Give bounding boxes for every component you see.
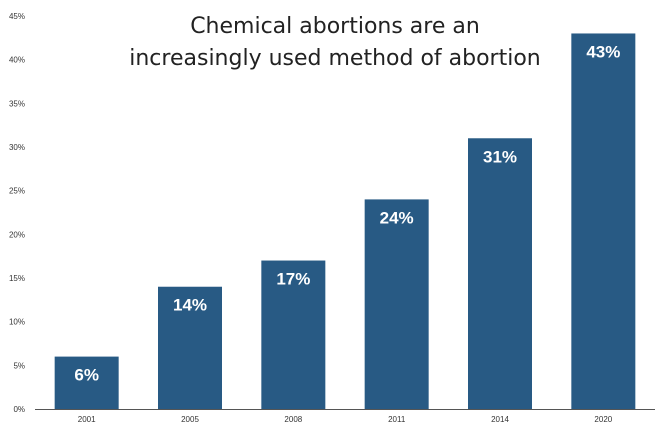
data-label: 43% — [586, 42, 620, 61]
data-label: 17% — [276, 270, 310, 289]
y-tick-label: 0% — [13, 405, 25, 414]
data-label: 24% — [380, 208, 414, 227]
x-tick-label: 2005 — [181, 415, 199, 424]
data-label: 6% — [74, 366, 99, 385]
y-tick-label: 40% — [9, 56, 25, 65]
x-tick-label: 2001 — [78, 415, 96, 424]
y-tick-label: 35% — [9, 99, 25, 108]
y-tick-label: 15% — [9, 274, 25, 283]
bar — [54, 356, 119, 409]
chart-title-line-2: increasingly used method of abortion — [129, 46, 541, 71]
x-axis: 2001 2005 2008 2011 2014 2020 — [35, 409, 655, 424]
y-tick-label: 45% — [9, 12, 25, 21]
y-tick-label: 20% — [9, 230, 25, 239]
y-tick-label: 30% — [9, 143, 25, 152]
x-tick-label: 2020 — [594, 415, 612, 424]
y-tick-label: 10% — [9, 318, 25, 327]
y-tick-label: 5% — [13, 361, 25, 370]
bar — [364, 199, 429, 409]
data-label: 31% — [483, 147, 517, 166]
bar — [571, 33, 636, 409]
bar — [261, 260, 326, 409]
x-tick-label: 2008 — [284, 415, 302, 424]
y-axis: 0% 5% 10% 15% 20% 25% 30% 35% 40% 45% — [9, 12, 25, 414]
chart-title-line-1: Chemical abortions are an — [190, 14, 480, 39]
x-tick-label: 2014 — [491, 415, 509, 424]
bars-group: 6% 14% 17% 24% 31% 43% — [54, 33, 636, 409]
y-tick-label: 25% — [9, 187, 25, 196]
bar — [468, 138, 532, 409]
x-tick-label: 2011 — [388, 415, 406, 424]
data-label: 14% — [173, 296, 207, 315]
bar — [158, 286, 222, 409]
